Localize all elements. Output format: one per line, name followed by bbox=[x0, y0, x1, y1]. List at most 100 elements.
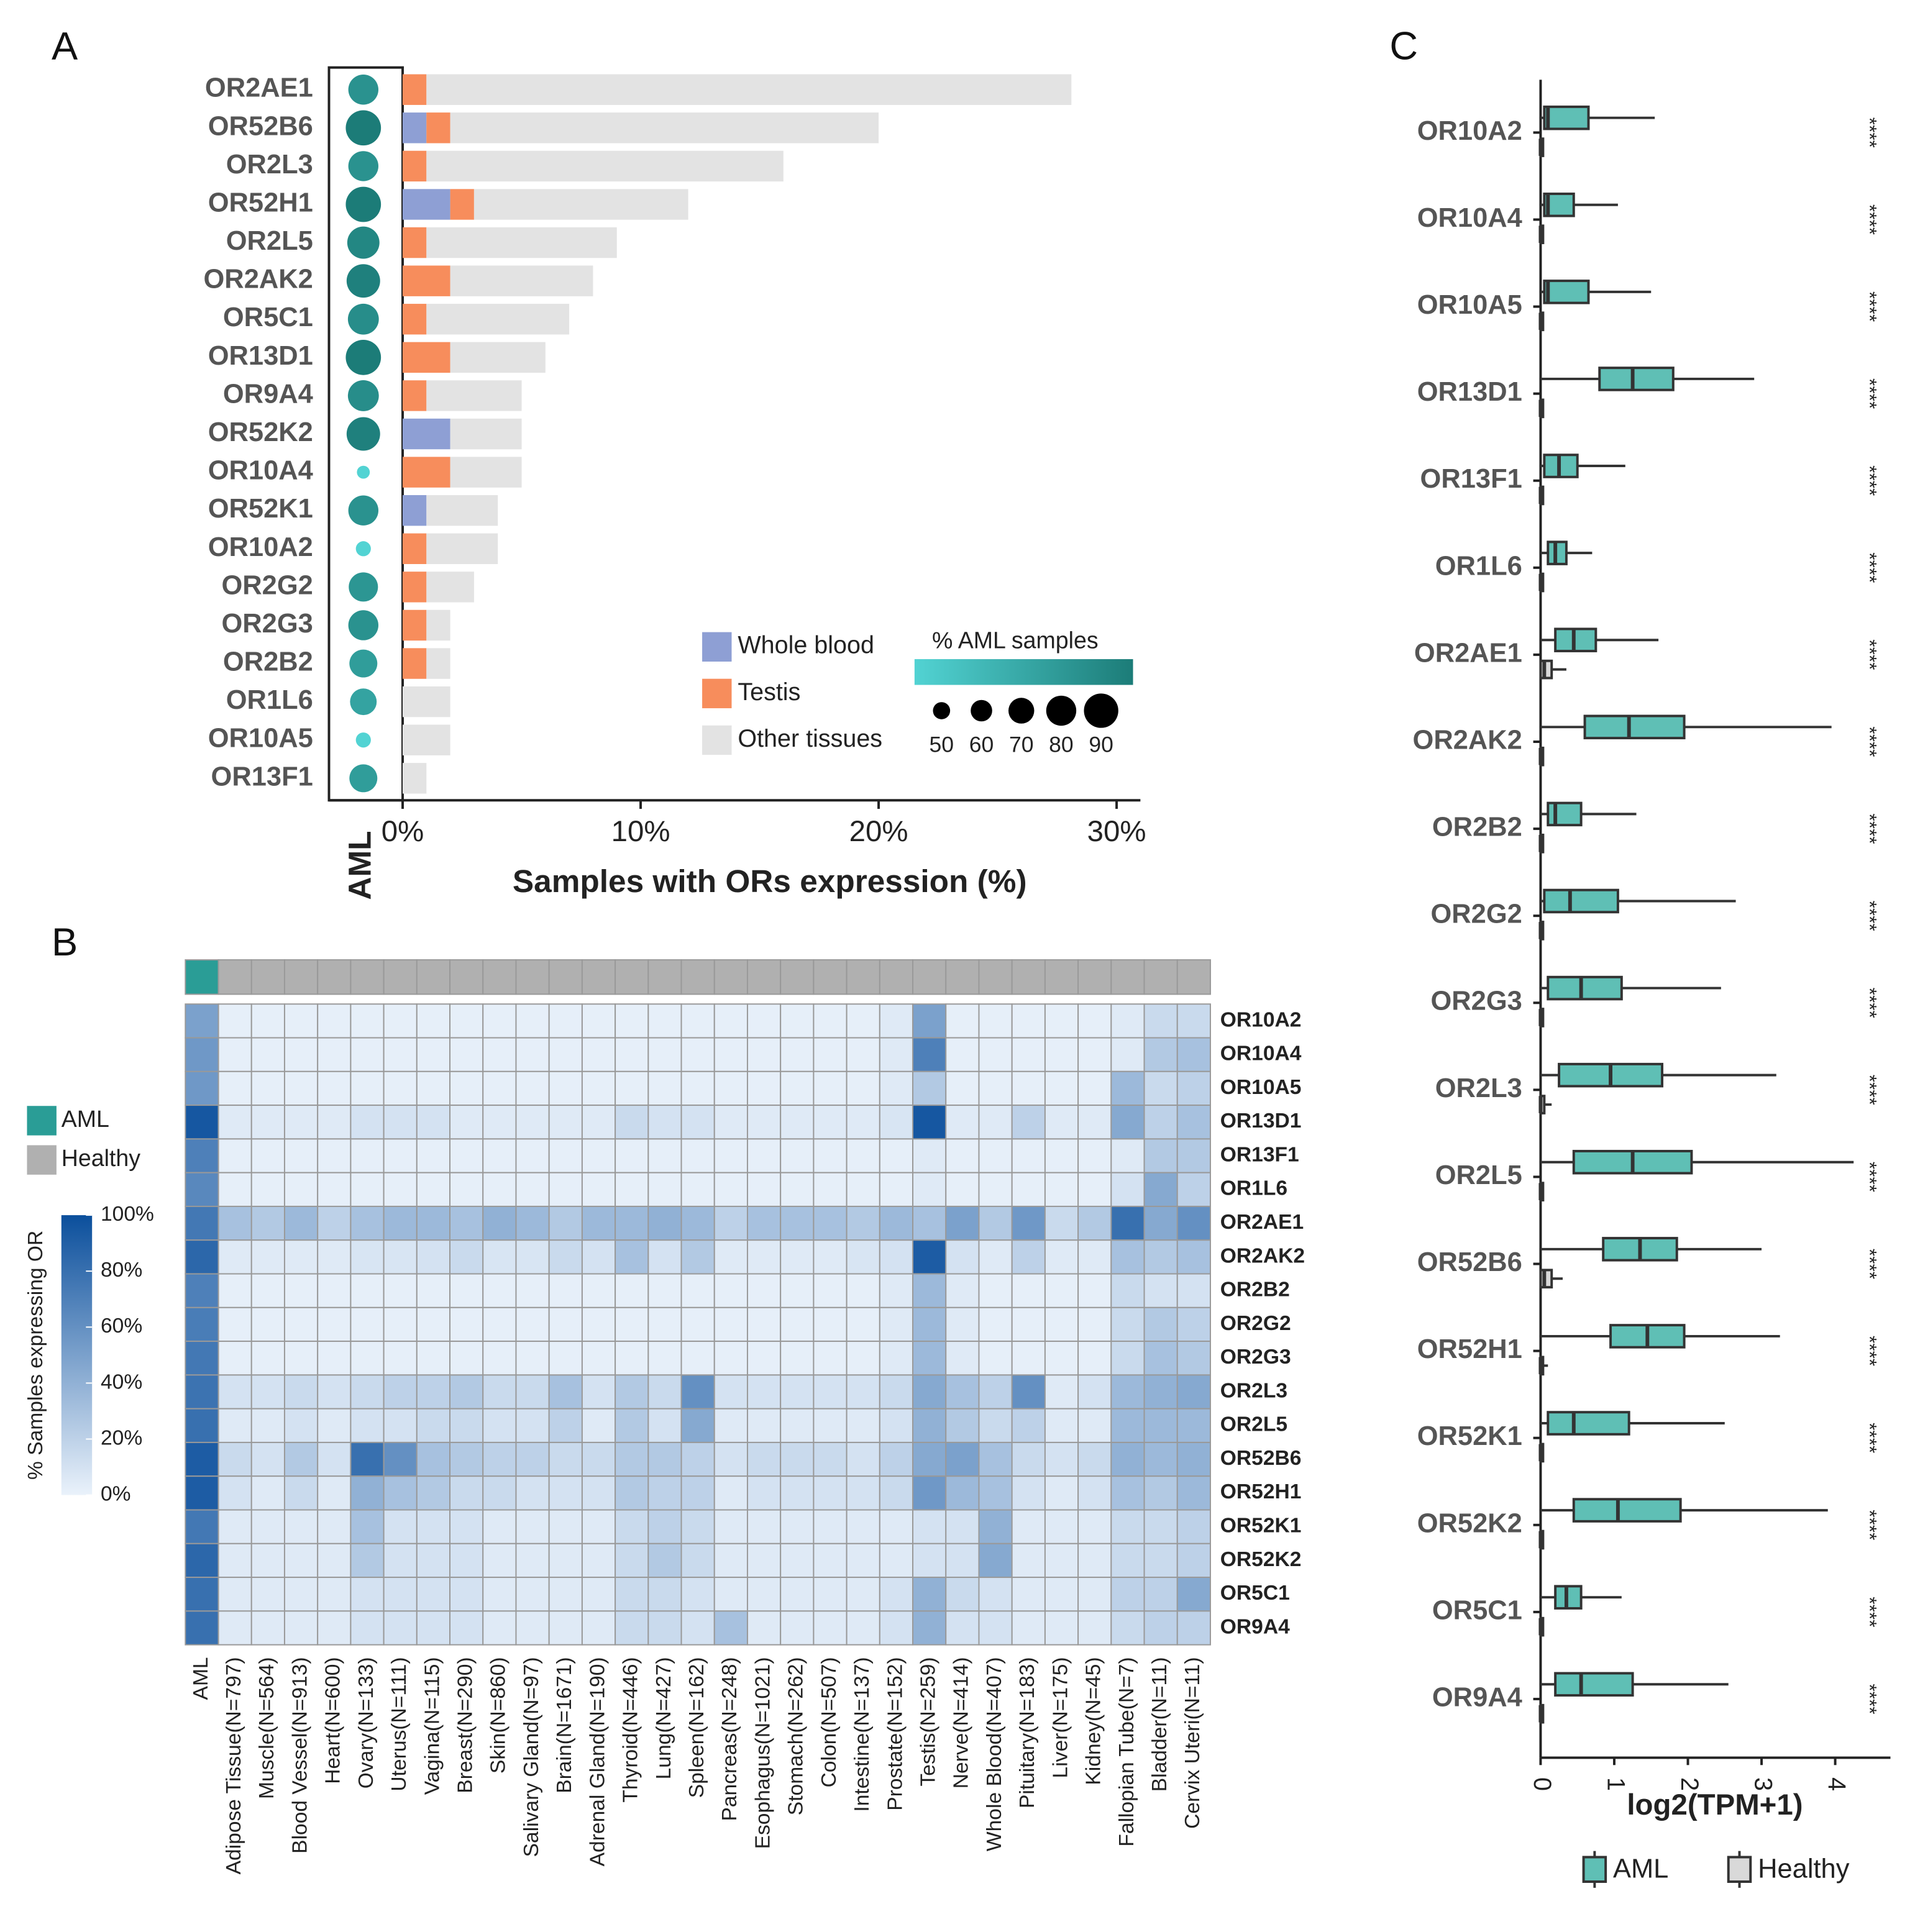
heatmap-cell bbox=[449, 1138, 484, 1173]
heatmap-cell bbox=[1077, 1610, 1112, 1646]
heatmap-cell bbox=[746, 1239, 782, 1275]
heatmap-cell bbox=[548, 1205, 583, 1241]
heatmap-cell bbox=[680, 1341, 715, 1376]
heatmap-cell bbox=[978, 1306, 1013, 1342]
heatmap-cell bbox=[1110, 1239, 1145, 1275]
heatmap-cell bbox=[283, 1577, 319, 1612]
heatmap-cell bbox=[185, 1003, 219, 1039]
gene-label: OR10A5 bbox=[208, 724, 313, 754]
heatmap-cell bbox=[1011, 1239, 1046, 1275]
heatmap-cell bbox=[615, 1239, 649, 1275]
heatmap-cell bbox=[912, 1475, 947, 1511]
heatmap-cell bbox=[746, 1577, 782, 1612]
heatmap-cell bbox=[912, 1138, 947, 1173]
heatmap-cell bbox=[1110, 1441, 1145, 1477]
heatmap-cell bbox=[978, 1003, 1013, 1039]
heatmap-cell bbox=[482, 1205, 517, 1241]
gene-label: OR5C1 bbox=[1432, 1595, 1522, 1625]
heatmap-cell bbox=[615, 1205, 649, 1241]
heatmap-cell bbox=[813, 1408, 848, 1443]
heatmap-cell bbox=[680, 1003, 715, 1039]
heatmap-cell bbox=[185, 1105, 219, 1140]
row-label: OR2B2 bbox=[1220, 1278, 1290, 1301]
heatmap-cell bbox=[185, 1239, 219, 1275]
heatmap-cell bbox=[1143, 1037, 1178, 1072]
heatmap-cell bbox=[217, 1070, 252, 1106]
heatmap-cell bbox=[283, 1037, 319, 1072]
heatmap-cell bbox=[217, 1205, 252, 1241]
significance: **** bbox=[1859, 465, 1881, 496]
heatmap-cell bbox=[1011, 1341, 1046, 1376]
heatmap-cell bbox=[713, 1105, 748, 1140]
heatmap-cell bbox=[1077, 1172, 1112, 1207]
colorbar bbox=[61, 1215, 93, 1495]
heatmap-cell bbox=[350, 1577, 385, 1612]
heatmap-cell bbox=[449, 1306, 484, 1342]
bar-segment bbox=[450, 418, 522, 450]
size-legend-label: 60 bbox=[969, 732, 994, 757]
heatmap-cell bbox=[449, 1037, 484, 1072]
heatmap-cell bbox=[350, 1509, 385, 1544]
gene-label: OR10A2 bbox=[208, 532, 313, 562]
heatmap-cell bbox=[780, 1610, 815, 1646]
heatmap-cell bbox=[283, 1239, 319, 1275]
heatmap-cell bbox=[746, 1509, 782, 1544]
heatmap-cell bbox=[250, 1306, 285, 1342]
heatmap-cell bbox=[846, 1239, 880, 1275]
heatmap-cell bbox=[945, 1408, 980, 1443]
column-label: Thyroid(N=446) bbox=[619, 1657, 642, 1802]
significance: **** bbox=[1859, 378, 1881, 409]
heatmap-cell bbox=[449, 1341, 484, 1376]
heatmap-cell bbox=[978, 1273, 1013, 1308]
heatmap-cell bbox=[813, 1205, 848, 1241]
heatmap-cell bbox=[283, 1205, 319, 1241]
heatmap-cell bbox=[615, 1138, 649, 1173]
column-label: Kidney(N=45) bbox=[1082, 1657, 1105, 1785]
heatmap-cell bbox=[482, 1542, 517, 1579]
heatmap-cell bbox=[317, 1475, 352, 1511]
heatmap-cell bbox=[449, 1509, 484, 1544]
box bbox=[1547, 1411, 1630, 1436]
heatmap-cell bbox=[383, 1037, 418, 1072]
gene-label: OR1L6 bbox=[226, 685, 313, 715]
box bbox=[1543, 280, 1590, 304]
heatmap-cell bbox=[515, 1172, 550, 1207]
heatmap-cell bbox=[1176, 1441, 1211, 1477]
heatmap-cell bbox=[978, 1070, 1013, 1106]
legend-label: Other tissues bbox=[738, 725, 882, 752]
heatmap-cell bbox=[217, 1509, 252, 1544]
heatmap-cell bbox=[416, 1070, 451, 1106]
heatmap-cell bbox=[846, 1037, 880, 1072]
heatmap-cell bbox=[1176, 1037, 1211, 1072]
heatmap-cell bbox=[1077, 1475, 1112, 1511]
column-label: Stomach(N=262) bbox=[785, 1657, 808, 1815]
bar-segment bbox=[450, 457, 522, 488]
bar-segment bbox=[403, 150, 427, 182]
heatmap-cell bbox=[846, 1610, 880, 1646]
heatmap-cell bbox=[1110, 1205, 1145, 1241]
gene-label: OR52K2 bbox=[208, 417, 313, 447]
heatmap-cell bbox=[217, 1239, 252, 1275]
heatmap-cell bbox=[615, 1037, 649, 1072]
heatmap-cell bbox=[1110, 1475, 1145, 1511]
bar-segment bbox=[426, 572, 474, 603]
heatmap-cell bbox=[482, 1441, 517, 1477]
heatmap-cell bbox=[945, 1070, 980, 1106]
heatmap-cell bbox=[615, 1341, 649, 1376]
heatmap-cell bbox=[1176, 1003, 1211, 1039]
heatmap-cell bbox=[185, 1441, 219, 1477]
heatmap-cell bbox=[1077, 1003, 1112, 1039]
heatmap-cell bbox=[1077, 1070, 1112, 1106]
heatmap-cell bbox=[482, 1341, 517, 1376]
gene-label: OR2G2 bbox=[1430, 900, 1522, 929]
heatmap-cell bbox=[1110, 1509, 1145, 1544]
heatmap-cell bbox=[416, 1138, 451, 1173]
row-label: OR2L3 bbox=[1220, 1379, 1287, 1402]
heatmap-cell bbox=[945, 1172, 980, 1207]
heatmap-cell bbox=[1077, 1205, 1112, 1241]
heatmap-cell bbox=[879, 1172, 914, 1207]
aml-dot bbox=[348, 75, 378, 105]
heatmap-cell bbox=[846, 1003, 880, 1039]
heatmap-cell bbox=[945, 1306, 980, 1342]
aml-dot bbox=[349, 764, 378, 793]
